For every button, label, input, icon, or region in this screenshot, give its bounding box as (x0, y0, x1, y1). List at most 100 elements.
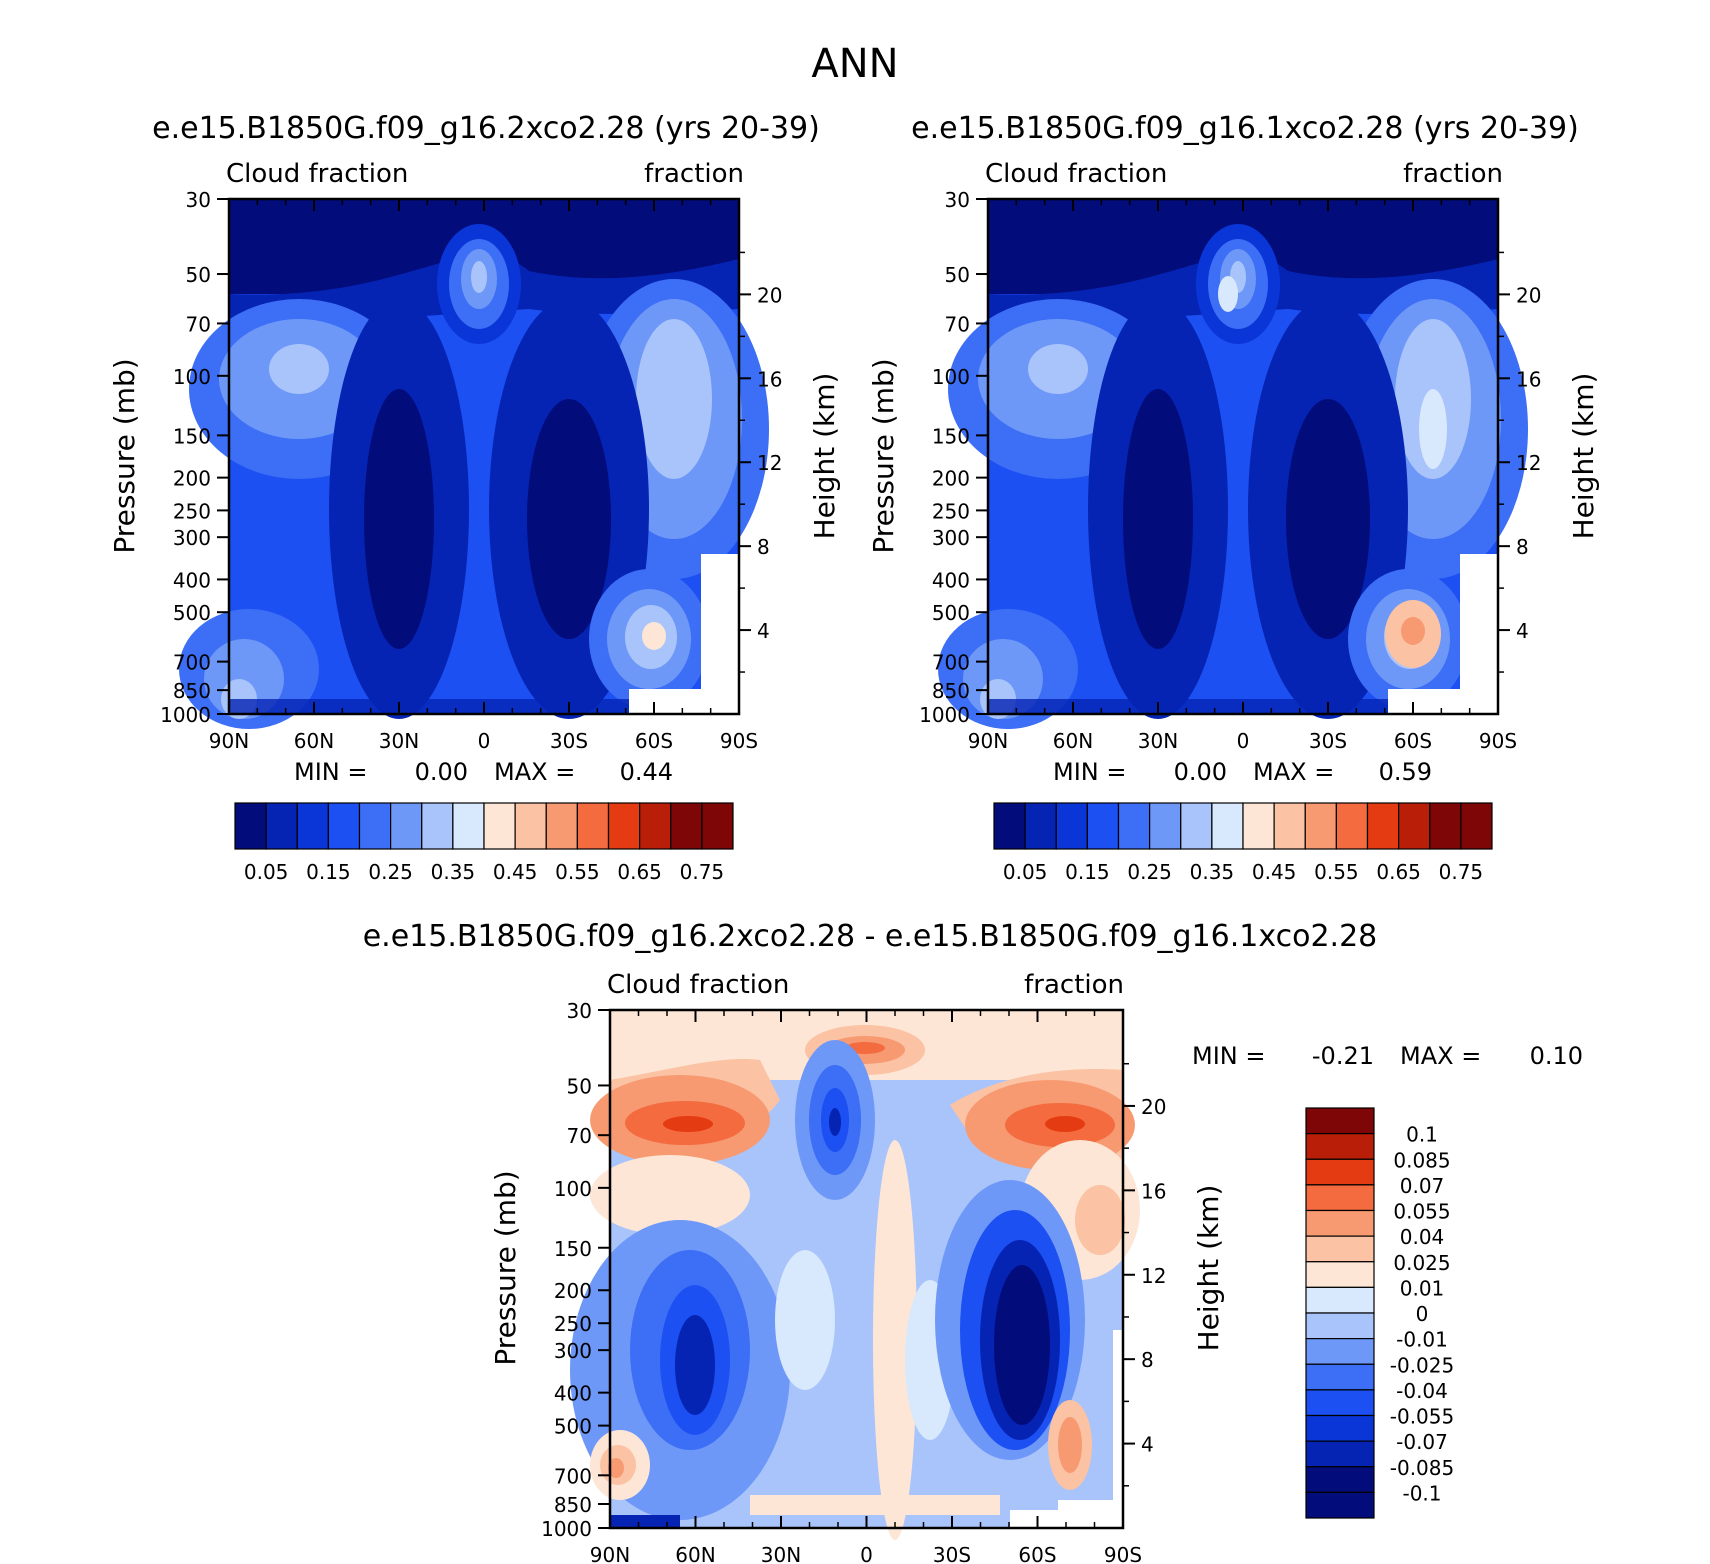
colorbar-label: 0.55 (1314, 860, 1359, 884)
colorbar-box (639, 802, 672, 850)
colorbar-box (234, 802, 267, 850)
panel-title: e.e15.B1850G.f09_g16.1xco2.28 (yrs 20-39… (911, 111, 1579, 146)
y2-tick-label: 8 (1141, 1348, 1154, 1372)
y2-tick-label: 8 (1516, 535, 1529, 559)
colorbar-label: 0.75 (680, 860, 725, 884)
y-tick-label: 300 (173, 526, 211, 550)
y-tick-label: 400 (173, 568, 211, 592)
colorbar-box (1180, 802, 1213, 850)
colorbar-box (1335, 802, 1369, 850)
colorbar-box (1305, 1312, 1375, 1340)
x-tick-label: 30S (1309, 729, 1347, 753)
colorbar-box (1305, 1209, 1375, 1237)
y-tick-label: 850 (932, 679, 970, 703)
y2-tick-label: 20 (1141, 1095, 1166, 1119)
plot-area (938, 199, 1528, 729)
y-tick-label: 200 (932, 467, 970, 491)
y-tick-label: 400 (932, 568, 970, 592)
y-tick-label: 50 (186, 263, 211, 287)
colorbar-box (576, 802, 610, 850)
colorbar-label: 0.75 (1439, 860, 1484, 884)
x-tick-label: 60S (1018, 1543, 1056, 1564)
y-tick-label: 100 (554, 1177, 592, 1201)
colorbar-label: 0.45 (493, 860, 538, 884)
colorbar-label: -0.1 (1402, 1481, 1441, 1505)
colorbar-label: 0.1 (1406, 1123, 1438, 1147)
panel-right: e.e15.B1850G.f09_g16.1xco2.28 (yrs 20-39… (867, 111, 1600, 884)
y2-tick-label: 4 (1516, 619, 1529, 643)
x-tick-label: 60N (294, 729, 334, 753)
right-label: fraction (1403, 159, 1503, 189)
colorbar-box (1305, 1491, 1375, 1519)
y-tick-label: 200 (554, 1279, 592, 1303)
x-tick-label: 90S (1479, 729, 1517, 753)
colorbar-box (1304, 802, 1337, 850)
y2-tick-label: 20 (1516, 283, 1541, 307)
colorbar-box (421, 802, 454, 850)
colorbar-box (701, 802, 734, 850)
y2-tick-label: 12 (1141, 1264, 1166, 1288)
y-tick-label: 500 (554, 1415, 592, 1439)
x-tick-label: 0 (1237, 729, 1250, 753)
colorbar-label: 0.55 (555, 860, 600, 884)
colorbar-box (670, 802, 703, 850)
colorbar-box (1305, 1107, 1375, 1135)
y-tick-label: 150 (173, 424, 211, 448)
y2-tick-label: 20 (757, 283, 782, 307)
left-label: Cloud fraction (226, 159, 408, 189)
colorbar-box (1305, 1261, 1375, 1288)
colorbar-box (993, 802, 1026, 850)
colorbar-box (1149, 802, 1182, 850)
max-value: 0.44 (620, 758, 673, 786)
colorbar-box (1055, 802, 1088, 850)
colorbar-box (1429, 802, 1462, 850)
min-label: MIN = (294, 758, 367, 786)
x-tick-label: 30S (550, 729, 588, 753)
x-tick-label: 30N (379, 729, 419, 753)
left-label: Cloud fraction (985, 159, 1167, 189)
colorbar-box (1366, 802, 1400, 850)
y2-tick-label: 16 (1516, 367, 1541, 391)
y-axis-label: Pressure (mb) (489, 1170, 522, 1365)
y-tick-label: 250 (173, 499, 211, 523)
minmax: MIN = 0.00 MAX = 0.59 (1053, 758, 1432, 786)
y2-axis-label: Height (km) (1192, 1185, 1225, 1352)
max-value: 0.59 (1379, 758, 1432, 786)
colorbar-box (1305, 1363, 1375, 1391)
y-tick-label: 100 (173, 365, 211, 389)
colorbar-box (327, 802, 361, 850)
y-tick-label: 700 (932, 651, 970, 675)
colorbar-label: 0.05 (244, 860, 289, 884)
colorbar-label: 0.15 (306, 860, 351, 884)
y-tick-label: 70 (945, 312, 970, 336)
colorbar-label: -0.055 (1390, 1405, 1454, 1429)
colorbar-box (1305, 1158, 1375, 1186)
y-tick-label: 850 (173, 679, 211, 703)
x-tick-label: 90S (720, 729, 758, 753)
y2-tick-label: 8 (757, 535, 770, 559)
colorbar-box (358, 802, 392, 850)
y-tick-label: 150 (932, 424, 970, 448)
colorbar-label: -0.025 (1390, 1353, 1454, 1377)
colorbar-box (1305, 1466, 1375, 1493)
x-tick-label: 0 (860, 1543, 873, 1564)
y2-tick-label: 16 (757, 367, 782, 391)
x-tick-label: 60S (1394, 729, 1432, 753)
y-tick-label: 850 (554, 1493, 592, 1517)
x-tick-label: 30N (761, 1543, 801, 1564)
y-tick-label: 400 (554, 1382, 592, 1406)
y-tick-label: 150 (554, 1237, 592, 1261)
y2-tick-label: 4 (757, 619, 770, 643)
colorbar-label: 0.04 (1400, 1225, 1445, 1249)
colorbar-box (1305, 1338, 1375, 1365)
colorbar-label: 0.05 (1003, 860, 1048, 884)
colorbar-label: 0.25 (1127, 860, 1172, 884)
y-tick-label: 70 (186, 312, 211, 336)
colorbar-label: 0.025 (1393, 1251, 1450, 1275)
colorbar-label: 0.65 (1376, 860, 1421, 884)
colorbar-box (1460, 802, 1493, 850)
panel-title: e.e15.B1850G.f09_g16.2xco2.28 - e.e15.B1… (363, 919, 1378, 954)
colorbar-box (1305, 1389, 1375, 1417)
x-tick-label: 60S (635, 729, 673, 753)
y2-axis-label: Height (km) (808, 373, 841, 540)
